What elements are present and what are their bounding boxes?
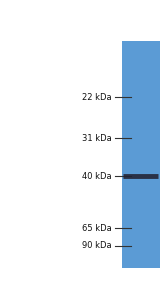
Text: 40 kDa: 40 kDa — [82, 172, 112, 180]
Text: 22 kDa: 22 kDa — [82, 93, 112, 102]
Text: 90 kDa: 90 kDa — [82, 242, 112, 250]
Text: 65 kDa: 65 kDa — [82, 224, 112, 233]
Bar — [122, 41, 160, 268]
Text: 31 kDa: 31 kDa — [82, 134, 112, 143]
